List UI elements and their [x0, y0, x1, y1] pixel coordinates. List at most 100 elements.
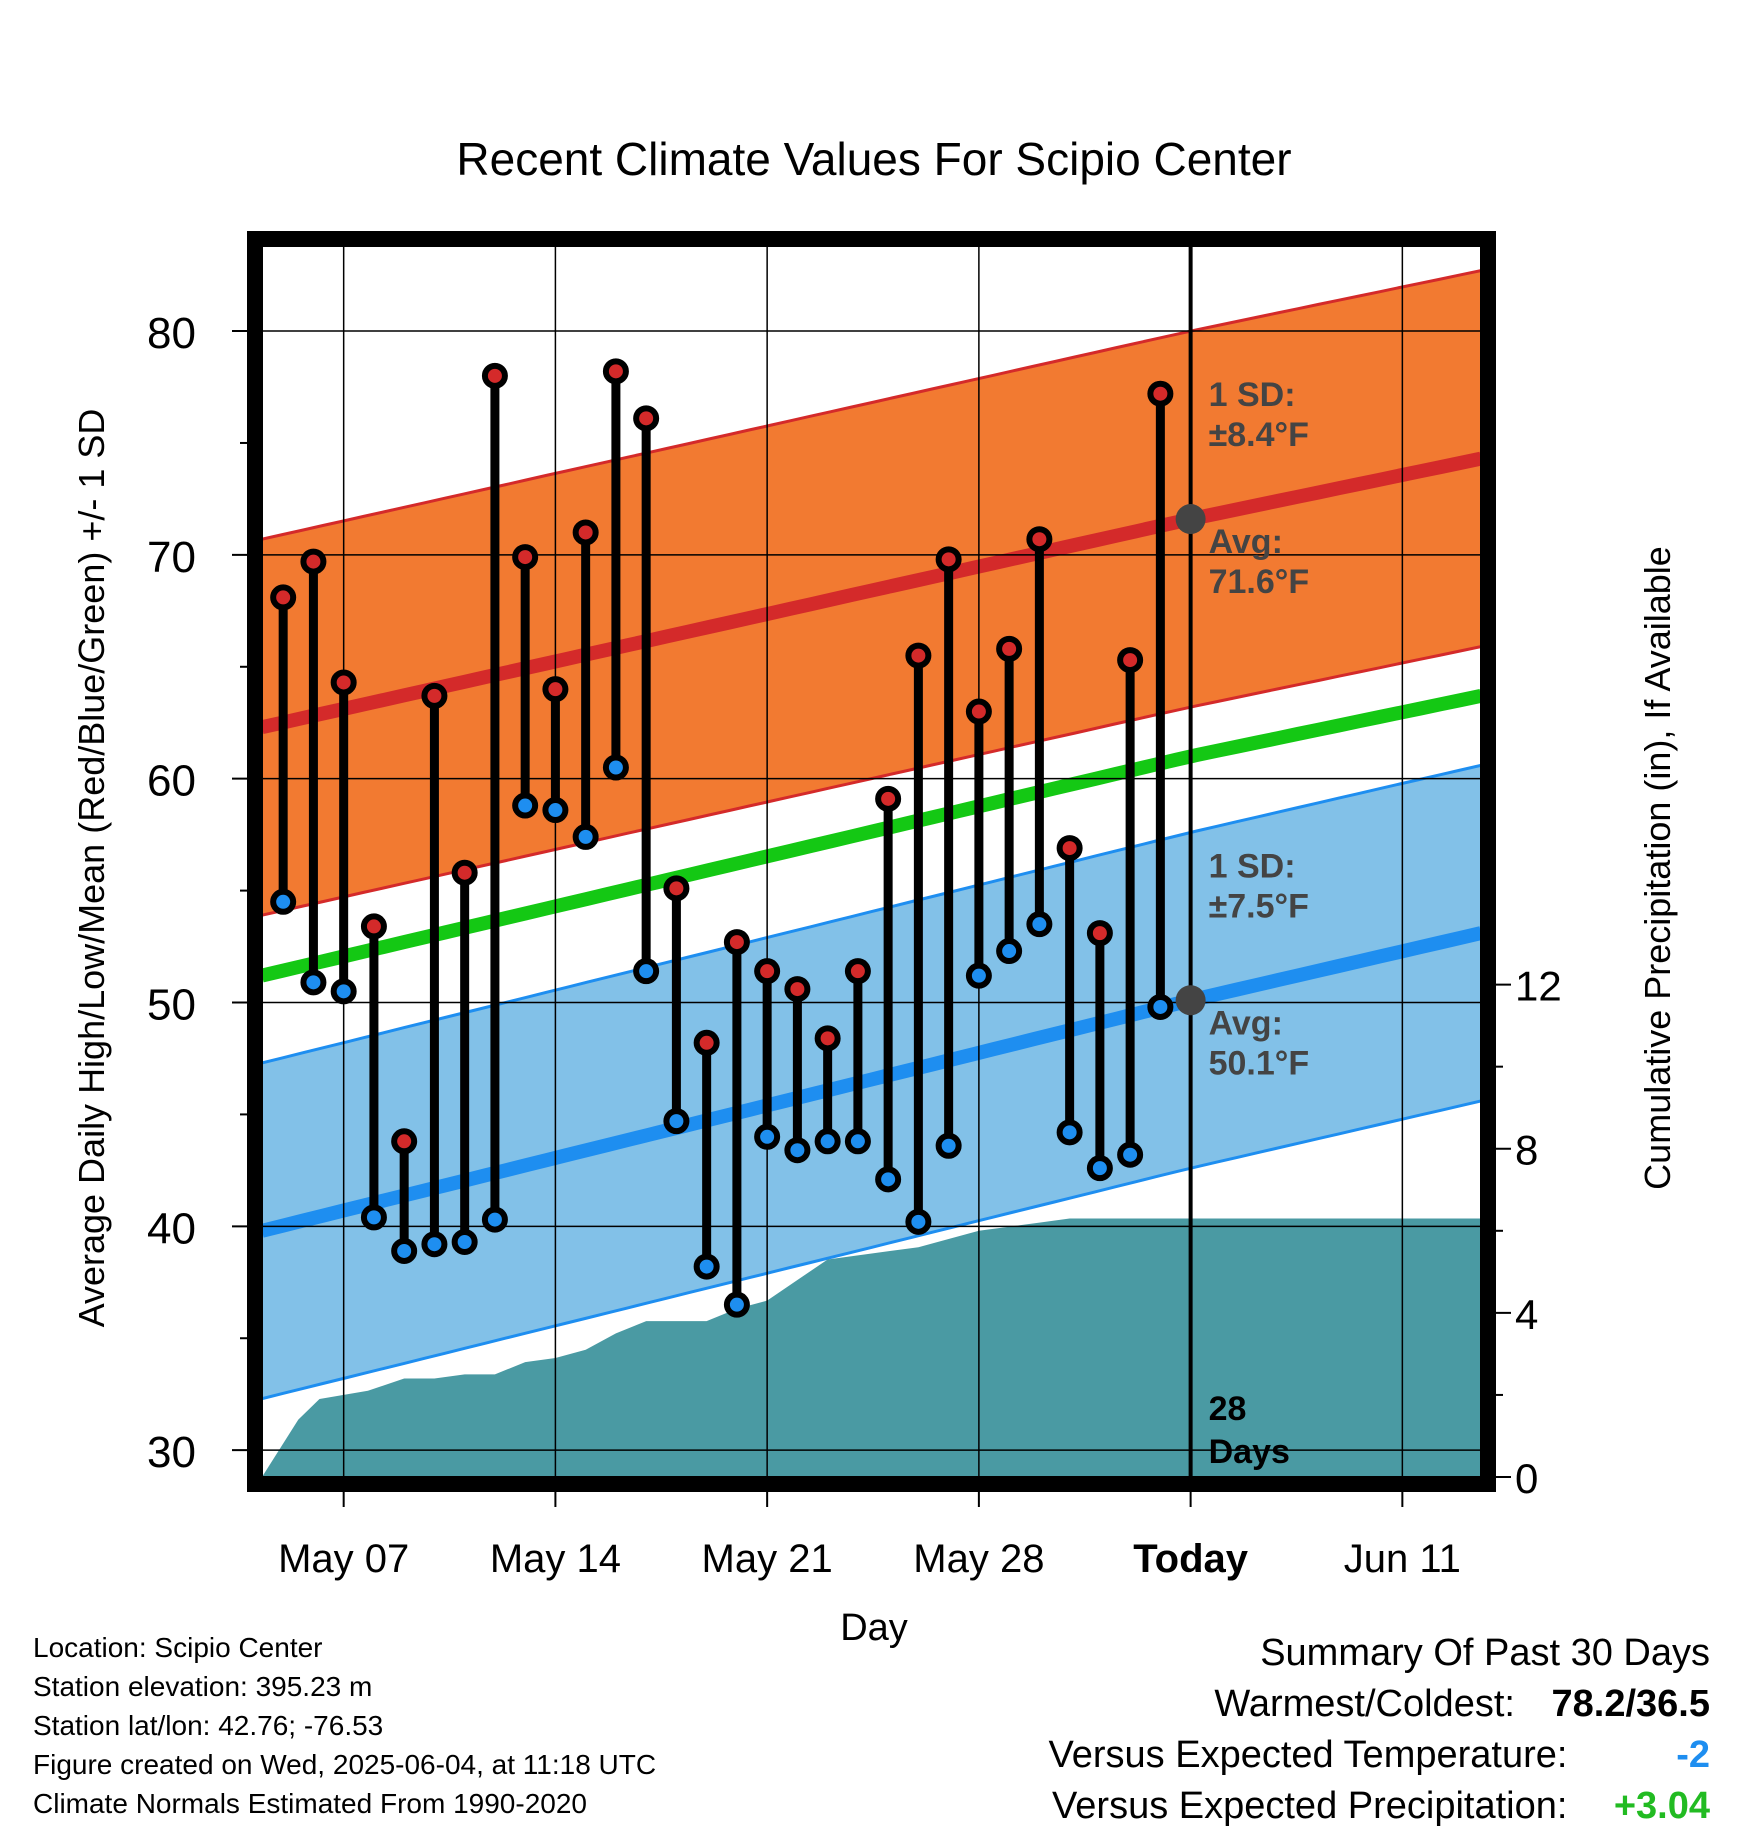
high-point [875, 785, 902, 812]
low-point [391, 1237, 418, 1264]
y-tick-label: 40 [147, 1204, 196, 1253]
high-avg-label: Avg: [1209, 523, 1283, 561]
high-point [512, 544, 539, 571]
precip-label: Versus Expected Precipitation: [1052, 1785, 1568, 1827]
low-point [723, 1291, 750, 1318]
temp-value: -2 [1676, 1734, 1710, 1776]
low-point [602, 754, 629, 781]
x-tick-label: May 14 [490, 1537, 621, 1581]
elevation-text: Station elevation: 395.23 m [33, 1671, 373, 1702]
low-point [1056, 1119, 1083, 1146]
y-tick-label: 30 [147, 1428, 196, 1477]
x-tick-label: May 21 [702, 1537, 833, 1581]
low-point [875, 1166, 902, 1193]
low-point [330, 978, 357, 1005]
low-point [633, 958, 660, 985]
high-point [1086, 920, 1113, 947]
low-point [754, 1123, 781, 1150]
y2-tick-label: 0 [1515, 1455, 1538, 1502]
low-avg-label: Avg: [1209, 1004, 1283, 1042]
y2-tick-label: 12 [1515, 963, 1562, 1010]
high-point [360, 913, 387, 940]
low-point [784, 1137, 811, 1164]
latlon-text: Station lat/lon: 42.76; -76.53 [33, 1710, 384, 1741]
low-point [451, 1228, 478, 1255]
high-point [996, 635, 1023, 662]
high-sd-label: 1 SD: [1209, 376, 1296, 414]
high-point [1117, 647, 1144, 674]
high-avg-line [262, 451, 1481, 735]
high-point [844, 958, 871, 985]
low-point [1086, 1155, 1113, 1182]
high-point [421, 682, 448, 709]
high-point [633, 405, 660, 432]
high-point [270, 584, 297, 611]
low-point [512, 792, 539, 819]
x-tick-label: Jun 11 [1344, 1537, 1461, 1581]
high-point [1026, 526, 1053, 553]
low-sd-label: 1 SD: [1209, 847, 1296, 885]
high-point [330, 669, 357, 696]
low-point [572, 823, 599, 850]
low-sd-value: ±7.5°F [1209, 887, 1309, 925]
low-point [300, 969, 327, 996]
low-avg-value: 50.1°F [1209, 1044, 1310, 1082]
days-count: 28 [1209, 1390, 1247, 1428]
low-point [1117, 1141, 1144, 1168]
low-point [663, 1108, 690, 1135]
chart-title: Recent Climate Values For Scipio Center [456, 133, 1291, 185]
x-tick-label: May 28 [913, 1537, 1044, 1581]
y-tick-label: 70 [147, 533, 196, 582]
high-point [723, 929, 750, 956]
high-point [602, 358, 629, 385]
high-point [542, 676, 569, 703]
y-tick-label: 60 [147, 757, 196, 806]
high-point [572, 519, 599, 546]
high-point [784, 976, 811, 1003]
high-point [754, 958, 781, 985]
high-point [451, 859, 478, 886]
low-point [542, 797, 569, 824]
low-point [481, 1206, 508, 1233]
high-point [693, 1029, 720, 1056]
low-point [905, 1208, 932, 1235]
high-avg-marker [1175, 504, 1206, 535]
x-axis-label: Day [840, 1607, 908, 1649]
low-point [814, 1128, 841, 1155]
low-point [844, 1128, 871, 1155]
precip-value: +3.04 [1613, 1785, 1710, 1827]
high-point [905, 642, 932, 669]
low-point [935, 1132, 962, 1159]
y2-tick-label: 4 [1515, 1291, 1538, 1338]
high-point [935, 546, 962, 573]
high-point [814, 1025, 841, 1052]
y-tick-label: 80 [147, 309, 196, 358]
summary-heading: Summary Of Past 30 Days [1260, 1632, 1710, 1674]
days-label: Days [1209, 1433, 1290, 1471]
y-tick-label: 50 [147, 981, 196, 1030]
high-point [1056, 835, 1083, 862]
y-axis-label: Average Daily High/Low/Mean (Red/Blue/Gr… [71, 409, 112, 1328]
high-point [965, 698, 992, 725]
temp-label: Versus Expected Temperature: [1048, 1734, 1568, 1776]
low-avg-marker [1175, 985, 1206, 1016]
high-avg-value: 71.6°F [1209, 563, 1310, 601]
y2-tick-label: 8 [1515, 1127, 1538, 1174]
high-band-upper-edge [262, 269, 1481, 541]
high-point [391, 1128, 418, 1155]
low-point [693, 1253, 720, 1280]
low-point [421, 1231, 448, 1258]
plot-frame [247, 231, 1496, 1492]
low-point [1026, 911, 1053, 938]
created-text: Figure created on Wed, 2025-06-04, at 11… [33, 1749, 657, 1780]
location-text: Location: Scipio Center [33, 1632, 323, 1663]
warmest-value: 78.2/36.5 [1551, 1683, 1710, 1725]
x-tick-label: Today [1133, 1537, 1249, 1581]
y2-axis-label: Cumulative Precipitation (in), If Availa… [1637, 546, 1678, 1190]
high-sd-value: ±8.4°F [1209, 416, 1309, 454]
low-point [996, 938, 1023, 965]
precip-area [262, 1218, 1481, 1477]
